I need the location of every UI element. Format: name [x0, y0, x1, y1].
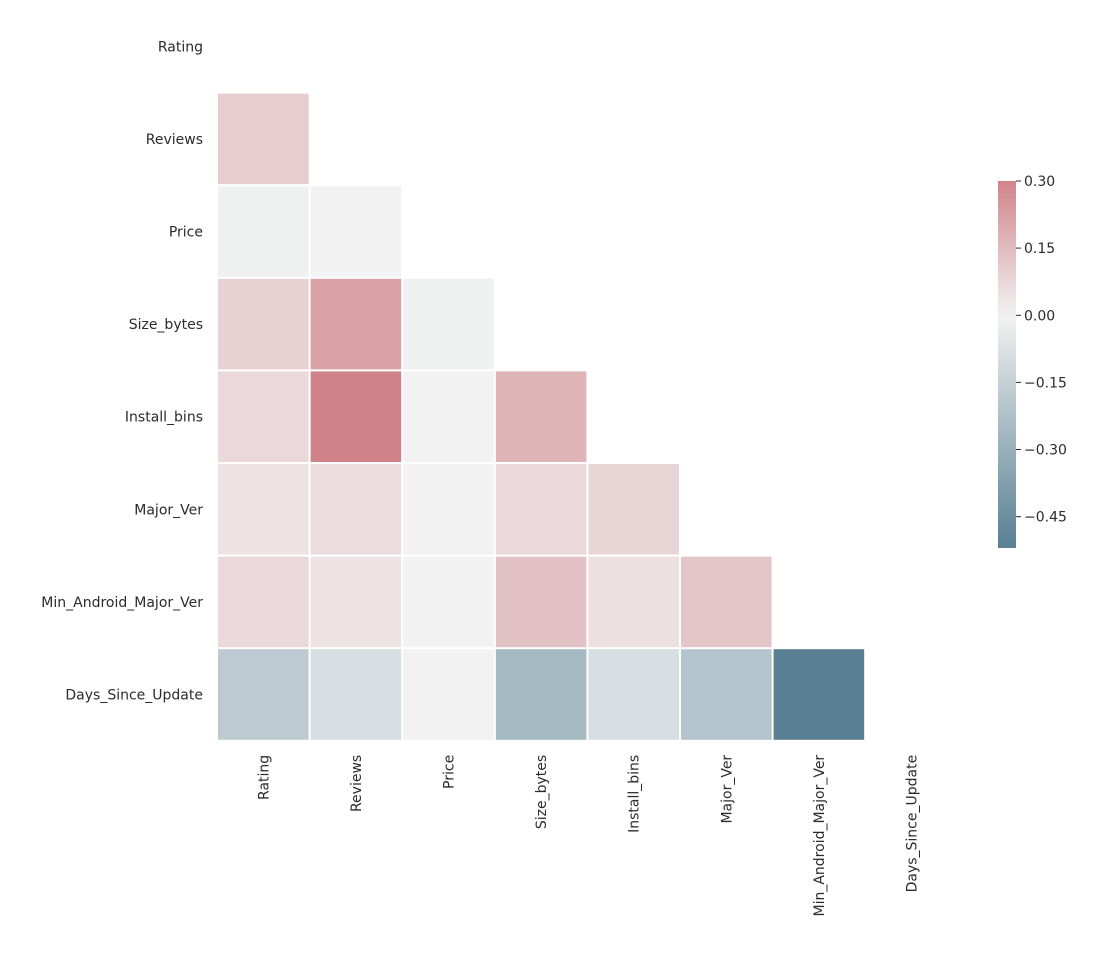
column-labels: Rating Reviews Price Size_bytes Install_bins… [256, 755, 920, 917]
heatmap-cell-Major_Ver-Rating [218, 464, 309, 555]
heatmap-cell-Major_Ver-Reviews [310, 464, 402, 555]
row-label-Price: Price [169, 225, 203, 241]
row-labels: Rating Reviews Price Size_bytes Install_bins… [41, 39, 203, 703]
heatmap-cell-Install_bins-Size_bytes [495, 371, 587, 462]
column-label-Rating: Rating [256, 755, 272, 800]
heatmap-cell-Days_Since_Update-Price [403, 649, 494, 740]
row-label-Reviews: Reviews [146, 132, 203, 148]
heatmap-cell-Price-Rating [218, 186, 309, 277]
row-label-Min_Android_Major_Ver: Min_Android_Major_Ver [41, 595, 203, 611]
heatmap-cell-Days_Since_Update-Min_Android_Major_Ver [773, 649, 865, 740]
colorbar-gradient [998, 181, 1016, 548]
column-label-Reviews: Reviews [349, 755, 365, 812]
row-label-Rating: Rating [158, 39, 203, 55]
heatmap-cell-Major_Ver-Size_bytes [495, 464, 587, 555]
column-label-Major_Ver: Major_Ver [719, 755, 735, 824]
column-label-Days_Since_Update: Days_Since_Update [905, 755, 921, 893]
heatmap-cells [218, 93, 865, 740]
heatmap-cell-Days_Since_Update-Install_bins [588, 649, 679, 740]
column-label-Min_Android_Major_Ver: Min_Android_Major_Ver [812, 755, 828, 917]
colorbar-tick-label: −0.30 [1024, 443, 1067, 459]
heatmap-cell-Size_bytes-Reviews [310, 278, 402, 370]
column-label-Price: Price [442, 755, 458, 789]
heatmap-cell-Min_Android_Major_Ver-Reviews [310, 556, 402, 648]
heatmap-cell-Min_Android_Major_Ver-Major_Ver [681, 556, 772, 648]
heatmap-cell-Size_bytes-Rating [218, 278, 309, 370]
heatmap-cell-Size_bytes-Price [403, 278, 494, 370]
heatmap-cell-Price-Reviews [310, 186, 402, 277]
colorbar-tick-label: 0.00 [1024, 308, 1055, 324]
colorbar-tick-label: 0.30 [1024, 174, 1055, 190]
colorbar-tick-label: 0.15 [1024, 241, 1055, 257]
heatmap-cell-Min_Android_Major_Ver-Price [403, 556, 494, 648]
row-label-Size_bytes: Size_bytes [129, 317, 203, 333]
heatmap-cell-Install_bins-Rating [218, 371, 309, 462]
column-label-Size_bytes: Size_bytes [534, 755, 550, 829]
colorbar: 0.30 0.15 0.00 −0.15 −0.30 −0.45 [998, 174, 1067, 548]
colorbar-tick-label: −0.45 [1024, 510, 1067, 526]
heatmap-cell-Major_Ver-Price [403, 464, 494, 555]
heatmap-cell-Major_Ver-Install_bins [588, 464, 679, 555]
heatmap-cell-Days_Since_Update-Reviews [310, 649, 402, 740]
heatmap-cell-Days_Since_Update-Rating [218, 649, 309, 740]
colorbar-tick-label: −0.15 [1024, 375, 1067, 391]
heatmap-cell-Days_Since_Update-Size_bytes [495, 649, 587, 740]
column-label-Install_bins: Install_bins [627, 755, 643, 833]
heatmap-cell-Reviews-Rating [218, 93, 309, 185]
row-label-Major_Ver: Major_Ver [134, 502, 203, 518]
heatmap-cell-Install_bins-Reviews [310, 371, 402, 462]
heatmap-cell-Min_Android_Major_Ver-Size_bytes [495, 556, 587, 648]
row-label-Days_Since_Update: Days_Since_Update [65, 688, 203, 704]
heatmap-cell-Install_bins-Price [403, 371, 494, 462]
heatmap-cell-Min_Android_Major_Ver-Install_bins [588, 556, 679, 648]
row-label-Install_bins: Install_bins [125, 410, 203, 426]
heatmap-cell-Min_Android_Major_Ver-Rating [218, 556, 309, 648]
heatmap-cell-Days_Since_Update-Major_Ver [681, 649, 772, 740]
